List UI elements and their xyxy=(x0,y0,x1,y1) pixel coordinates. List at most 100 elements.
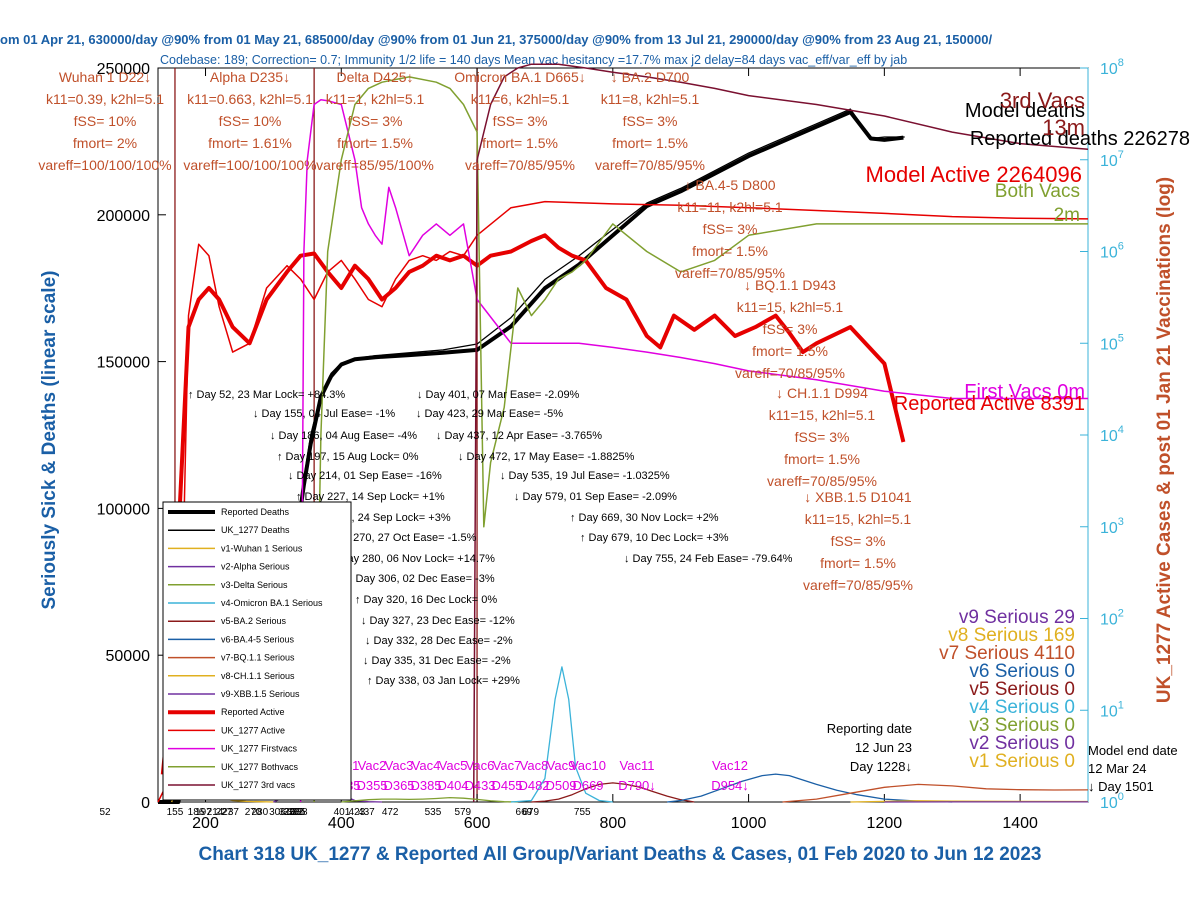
day-tick-label: 535 xyxy=(425,807,442,818)
variant-label-line: k11=0.39, k2hl=5.1 xyxy=(46,91,164,107)
y-right-tick-label: 101 xyxy=(1100,699,1124,720)
serious-count-label: v9 Serious 29 xyxy=(959,607,1075,628)
variant-label-line: ↓ BA.2 D700 xyxy=(611,69,690,85)
x-tick-label: 1000 xyxy=(731,815,767,832)
day-tick-label: 423 xyxy=(349,807,366,818)
day-tick-label: 335 xyxy=(289,807,306,818)
series-line-v6-ba-4-5-serious xyxy=(667,773,953,803)
vac-label: Vac3 xyxy=(385,758,414,773)
variant-label-line: fSS= 3% xyxy=(493,113,548,129)
vac-label: Vac12 xyxy=(712,758,748,773)
variant-label-line: k11=15, k2hl=5.1 xyxy=(769,407,876,423)
day-tick-label: 186 xyxy=(188,807,205,818)
series-line-v7-bq-1-1-serious xyxy=(782,783,1089,803)
x-tick-label: 600 xyxy=(464,815,491,832)
serious-count-label: v2 Serious 0 xyxy=(969,733,1075,754)
variant-label-line: fmort= 1.61% xyxy=(208,135,292,151)
variant-label-line: vareff=85/95/100% xyxy=(316,157,434,173)
intervention-annotation: ↓ Day 423, 29 Mar Ease= -5% xyxy=(416,408,563,420)
variant-label-line: fmort= 1.5% xyxy=(784,451,860,467)
right-series-label: First Vacs 0m xyxy=(964,381,1085,403)
intervention-annotation: ↑ Day 197, 15 Aug Lock= 0% xyxy=(277,451,419,463)
intervention-annotation: ↑ Day 227, 14 Sep Lock= +1% xyxy=(296,491,445,503)
day-tick-label: 320 xyxy=(279,807,296,818)
plot-area: 200 400 600 800 1000 1200 1400 0 50000 100000 1500… xyxy=(38,57,1190,832)
series-line-v3-delta-serious xyxy=(341,796,518,803)
y-right-tick-label: 104 xyxy=(1100,424,1124,445)
right-series-label: Reported deaths 226278 xyxy=(970,128,1190,150)
day-tick-label: 306 xyxy=(269,807,286,818)
intervention-annotation: ↑ Day 669, 30 Nov Lock= +2% xyxy=(570,512,719,524)
y-tick-label: 100000 xyxy=(97,501,150,518)
legend-entry-label: v8-CH.1.1 Serious xyxy=(221,671,295,681)
variant-label-line: vareff=70/85/95% xyxy=(595,157,705,173)
vac-label: Vac7 xyxy=(493,758,522,773)
vac-day-label: D509 xyxy=(545,778,576,793)
y-right-tick-label: 102 xyxy=(1100,608,1124,629)
y-right-tick-label: 100 xyxy=(1100,791,1124,812)
vac-day-label: D790↓ xyxy=(618,778,656,793)
vac-label: Vac10 xyxy=(570,758,606,773)
intervention-annotation: ↓ Day 327, 23 Dec Ease= -12% xyxy=(361,615,515,627)
serious-count-label: v4 Serious 0 xyxy=(969,697,1075,718)
reporting-date-label: 12 Jun 23 xyxy=(855,740,912,755)
intervention-annotation: ↓ Day 214, 01 Sep Ease= -16% xyxy=(288,470,442,482)
y-tick-label: 150000 xyxy=(97,355,150,372)
legend-entry-label: UK_1277 Deaths xyxy=(221,525,290,535)
variant-label-line: fmort= 1.5% xyxy=(337,135,413,151)
day-tick-label: 327 xyxy=(283,807,300,818)
day-tick-label: 52 xyxy=(99,807,111,818)
vac-label: Vac8 xyxy=(520,758,549,773)
intervention-annotation: ↓ Day 332, 28 Dec Ease= -2% xyxy=(365,635,513,647)
day-tick-label: 437 xyxy=(358,807,375,818)
variant-label-line: fSS= 10% xyxy=(74,113,137,129)
variant-label-line: k11=8, k2hl=5.1 xyxy=(601,91,700,107)
series-line-uk-1277-active xyxy=(157,200,1089,803)
chart-title: Chart 318 UK_1277 & Reported All Group/V… xyxy=(198,844,1041,865)
serious-count-label: v8 Serious 169 xyxy=(948,625,1075,646)
variant-label-line: fmort= 2% xyxy=(73,135,137,151)
vac-day-label: D433 xyxy=(464,778,495,793)
variant-label-line: ↓ XBB.1.5 D1041 xyxy=(804,489,912,505)
y-tick-label: 200000 xyxy=(97,208,150,225)
day-tick-label: 214 xyxy=(207,807,224,818)
right-series-label: Reported Active 8391 xyxy=(894,393,1085,415)
vac-label: Vac2 xyxy=(358,758,387,773)
y-right-tick-label: 105 xyxy=(1100,332,1124,353)
day-tick-label: 280 xyxy=(251,807,268,818)
vac-label: Vac11 xyxy=(620,758,655,773)
variant-label-line: fmort= 1.5% xyxy=(752,343,828,359)
variant-label-line: ↓ BA.4-5 D800 xyxy=(684,177,775,193)
right-series-label: Both Vacs xyxy=(995,181,1080,202)
variant-label-line: k11=1, k2hl=5.1 xyxy=(326,91,425,107)
x-tick-label: 1200 xyxy=(867,815,903,832)
day-tick-label: 669 xyxy=(516,807,533,818)
intervention-annotation: ↓ Day 535, 19 Jul Ease= -1.0325% xyxy=(500,470,670,482)
legend-entry-label: v9-XBB.1.5 Serious xyxy=(221,689,300,699)
y-right-tick-label: 103 xyxy=(1100,516,1124,537)
x-tick-label: 400 xyxy=(328,815,355,832)
day-tick-label: 332 xyxy=(287,807,304,818)
series-line-v4-omicron-ba-1-serious xyxy=(510,666,613,803)
vac-day-label: D404 xyxy=(437,778,468,793)
legend-box xyxy=(162,501,352,801)
right-series-label: 2m xyxy=(1054,205,1080,226)
model-end-date-label: Model end date xyxy=(1088,743,1178,758)
intervention-annotation: ↓ Day 472, 17 May Ease= -1.8825% xyxy=(458,451,635,463)
legend-entry-label: v7-BQ.1.1 Serious xyxy=(221,653,295,663)
day-tick-label: 155 xyxy=(167,807,184,818)
intervention-annotation: ↓ Day 306, 02 Dec Ease= -3% xyxy=(347,573,495,585)
legend-entry-label: Reported Active xyxy=(221,707,285,717)
vac-day-label: D365 xyxy=(383,778,414,793)
legend-entry-label: UK_1277 Active xyxy=(221,725,285,735)
variant-label-line: ↓ CH.1.1 D994 xyxy=(776,385,868,401)
serious-count-label: v7 Serious 4110 xyxy=(939,643,1075,664)
y-axis-right-label: UK_1277 Active Cases & post 01 Jan 21 Va… xyxy=(1154,177,1175,703)
day-tick-label: 755 xyxy=(574,807,591,818)
legend-entry-label: v3-Delta Serious xyxy=(221,580,288,590)
header-line-2: Codebase: 189; Correction= 0.7; Immunity… xyxy=(160,53,907,67)
vac-label: Vac6 xyxy=(466,758,495,773)
vac-day-label: D355 xyxy=(356,778,387,793)
variant-label-line: k11=15, k2hl=5.1 xyxy=(805,511,912,527)
legend-entry-label: v6-BA.4-5 Serious xyxy=(221,634,295,644)
